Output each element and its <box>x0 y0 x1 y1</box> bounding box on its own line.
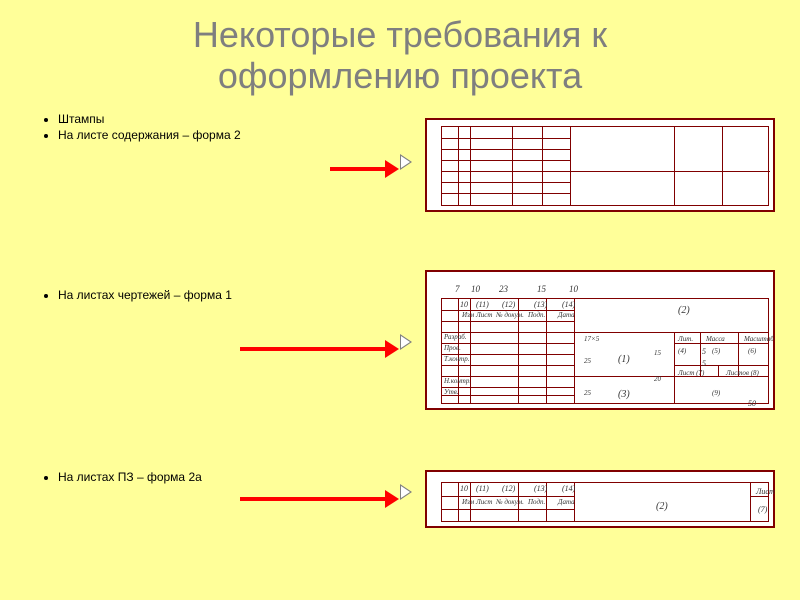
title-line1: Некоторые требования к <box>193 14 607 55</box>
stamp-text: № докум. <box>496 498 524 506</box>
stamp-text: 10 <box>460 300 468 309</box>
stamp-text: (7) <box>758 505 767 514</box>
stamp-text: (5) <box>712 347 720 355</box>
stamp-text: Изм <box>462 498 474 506</box>
stamp-text: Изм <box>462 311 474 319</box>
stamp-text: (14) <box>562 300 575 309</box>
stamp-text: 10 <box>569 284 578 294</box>
stamp-text: Лист <box>756 487 775 496</box>
stamp-text: 7 <box>455 284 460 294</box>
stamp-text: (14) <box>562 484 575 493</box>
stamp-text: Листов (8) <box>726 369 759 377</box>
bullet-item: На листах ПЗ – форма 2а <box>58 470 202 484</box>
stamp-text: Дата <box>558 311 575 319</box>
bullet-item: На листах чертежей – форма 1 <box>58 288 232 302</box>
stamp-text: 5 <box>702 359 706 368</box>
bullet-group: На листах чертежей – форма 1 <box>40 288 232 304</box>
stamp-form2 <box>425 118 775 212</box>
stamp-text: (6) <box>748 347 756 355</box>
stamp-text: Н.контр. <box>444 377 471 385</box>
stamp-text: Подп. <box>528 498 545 506</box>
stamp-text: 10 <box>471 284 480 294</box>
stamp-text: Масса <box>706 335 725 343</box>
stamp-text: Лист <box>476 498 492 506</box>
stamp-text: (2) <box>678 305 690 316</box>
stamp-text: Дата <box>558 498 575 506</box>
bullet-group: На листах ПЗ – форма 2а <box>40 470 202 486</box>
page-title: Некоторые требования к оформлению проект… <box>0 0 800 97</box>
stamp-text: (12) <box>502 484 515 493</box>
stamp-text: 23 <box>499 284 508 294</box>
arrow-icon <box>330 160 399 178</box>
stamp-text: (13) <box>534 300 547 309</box>
stamp-text: Подп. <box>528 311 545 319</box>
stamp-text: (4) <box>678 347 686 355</box>
stamp-text: Лит. <box>678 335 693 343</box>
stamp-text: 50 <box>748 399 756 408</box>
stamp-text: 15 <box>537 284 546 294</box>
stamp-text: (12) <box>502 300 515 309</box>
stamp-text: Т.контр. <box>444 355 470 363</box>
stamp-text: (11) <box>476 484 489 493</box>
stamp-text: (1) <box>618 354 630 365</box>
arrow-icon <box>240 490 399 508</box>
stamp-text: (9) <box>712 389 720 397</box>
triangle-icon <box>400 334 412 350</box>
stamp-text: 20 <box>654 375 661 383</box>
stamp-text: (2) <box>656 501 668 512</box>
stamp-form1: 10 (11) (12) (13) (14) ИзмЛист № докум. Подп. Да… <box>425 270 775 410</box>
stamp-text: Масштаб <box>744 335 774 343</box>
stamp-text: (11) <box>476 300 489 309</box>
bullet-item: На листе содержания – форма 2 <box>58 128 241 142</box>
stamp-text: Лист <box>476 311 492 319</box>
stamp-text: № докум. <box>496 311 524 319</box>
stamp-text: Лист (7) <box>678 369 704 377</box>
stamp-text: 10 <box>460 484 468 493</box>
triangle-icon <box>400 484 412 500</box>
stamp-form2a: 10(11)(12)(13)(14)ИзмЛист№ докум.Подп.Да… <box>425 470 775 528</box>
stamp-text: 25 <box>584 357 591 365</box>
bullet-item: Штампы <box>58 112 241 126</box>
stamp-text: 5 <box>702 347 706 356</box>
triangle-icon <box>400 154 412 170</box>
title-line2: оформлению проекта <box>218 55 582 96</box>
stamp-text: (3) <box>618 389 630 400</box>
bullet-group: Штампы На листе содержания – форма 2 <box>40 112 241 144</box>
arrow-icon <box>240 340 399 358</box>
stamp-text: 17×5 <box>584 335 599 343</box>
stamp-text: 15 <box>654 349 661 357</box>
stamp-text: 25 <box>584 389 591 397</box>
stamp-text: Пров. <box>444 344 461 352</box>
stamp-text: Утв. <box>444 388 459 396</box>
stamp-text: (13) <box>534 484 547 493</box>
stamp-text: Разраб. <box>444 333 467 341</box>
